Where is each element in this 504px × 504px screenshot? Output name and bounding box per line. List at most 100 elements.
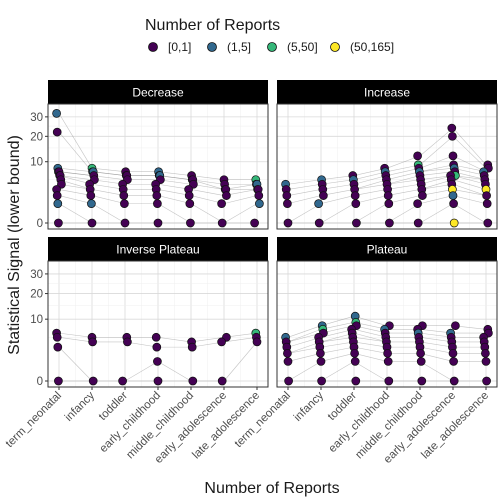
legend-swatch: [148, 42, 158, 52]
data-point: [282, 191, 292, 200]
legend-items: [0,1] (1,5] (5,50] (50,165]: [148, 40, 394, 54]
legend-title: Number of Reports: [145, 17, 280, 34]
data-point: [52, 109, 61, 118]
legend: Number of Reports [0,1] (1,5] (5,50] (50,16…: [145, 17, 394, 54]
data-point: [283, 349, 292, 358]
legend-swatch: [207, 42, 217, 52]
data-point: [87, 199, 96, 208]
data-points: [281, 123, 493, 228]
legend-item: [0,1]: [148, 40, 191, 54]
data-point: [283, 357, 293, 366]
data-point: [153, 199, 162, 208]
data-point: [350, 357, 360, 366]
data-point: [119, 191, 129, 200]
data-point: [319, 191, 328, 200]
data-point: [448, 131, 457, 141]
data-point: [86, 191, 96, 200]
panels: Decrease 0 10 20 30 Increase Inverse Plateau 0 1…: [4, 80, 498, 466]
data-point: [352, 218, 361, 228]
data-point: [185, 199, 195, 208]
data-point: [448, 349, 458, 358]
facet-panel: Increase: [276, 80, 498, 230]
data-point: [416, 349, 425, 358]
data-point: [447, 123, 457, 133]
legend-swatch: [330, 42, 340, 52]
panel-border: [47, 103, 269, 230]
y-axis-title: Statistical Signal (lower bound): [6, 135, 23, 355]
data-point: [152, 191, 162, 200]
data-point: [52, 191, 62, 200]
data-point: [449, 199, 458, 208]
data-points: [52, 328, 262, 386]
data-point: [351, 199, 361, 208]
facet-strip: [277, 237, 497, 261]
data-point: [317, 376, 326, 386]
legend-label: [0,1]: [168, 40, 191, 54]
data-point: [384, 199, 394, 208]
legend-item: (5,50]: [267, 40, 318, 54]
data-point: [316, 349, 325, 358]
grid: [48, 104, 268, 229]
data-point: [483, 218, 493, 228]
data-point: [54, 218, 63, 228]
data-point: [120, 218, 130, 228]
data-point: [449, 218, 459, 228]
data-point: [481, 357, 491, 366]
y-tick-label: 0: [37, 376, 43, 388]
data-point: [217, 337, 226, 347]
data-point: [350, 191, 360, 200]
data-point: [252, 337, 262, 347]
y-tick-label: 20: [30, 131, 43, 143]
data-point: [413, 199, 422, 208]
data-point: [283, 218, 293, 228]
y-tick-label: 30: [30, 112, 43, 124]
x-tick-label: term_neonatal: [233, 390, 293, 450]
data-point: [88, 337, 97, 347]
data-point: [54, 376, 63, 386]
data-point: [448, 151, 458, 161]
data-point: [217, 376, 227, 386]
data-point: [283, 199, 292, 208]
y-tick-label: 10: [30, 157, 43, 169]
data-point: [316, 357, 326, 366]
x-tick-label: early_childhood: [327, 390, 392, 455]
data-point: [383, 349, 392, 358]
data-point: [153, 357, 162, 366]
x-tick-label: early_childhood: [98, 390, 163, 455]
data-point: [52, 332, 62, 342]
data-point: [255, 199, 264, 208]
data-point: [53, 342, 63, 352]
data-point: [449, 376, 459, 386]
x-tick-label: infancy: [292, 389, 326, 423]
data-point: [482, 376, 491, 386]
data-point: [385, 218, 394, 228]
grid: [277, 261, 497, 387]
data-point: [314, 199, 323, 208]
facet-strip-label: Inverse Plateau: [116, 243, 199, 257]
data-point: [284, 376, 293, 386]
data-point: [123, 337, 132, 347]
data-point: [222, 191, 231, 200]
data-point: [383, 191, 393, 200]
facet-strip: [48, 80, 268, 104]
data-point: [482, 199, 492, 208]
data-point: [451, 321, 460, 331]
facet-strip-label: Increase: [364, 86, 410, 100]
legend-item: (1,5]: [207, 40, 251, 54]
facet-strip: [48, 237, 268, 261]
data-point: [417, 376, 427, 386]
legend-swatch: [267, 42, 277, 52]
legend-label: (1,5]: [227, 40, 251, 54]
data-point: [413, 218, 423, 228]
data-point: [217, 218, 227, 228]
x-axis-title: Number of Reports: [204, 480, 339, 497]
facet-strip-label: Plateau: [367, 243, 408, 257]
data-point: [416, 357, 426, 366]
data-point: [350, 349, 359, 358]
legend-item: (50,165]: [330, 40, 394, 54]
data-point: [449, 357, 458, 366]
data-point: [184, 191, 194, 200]
data-point: [384, 376, 394, 386]
data-point: [87, 218, 97, 228]
